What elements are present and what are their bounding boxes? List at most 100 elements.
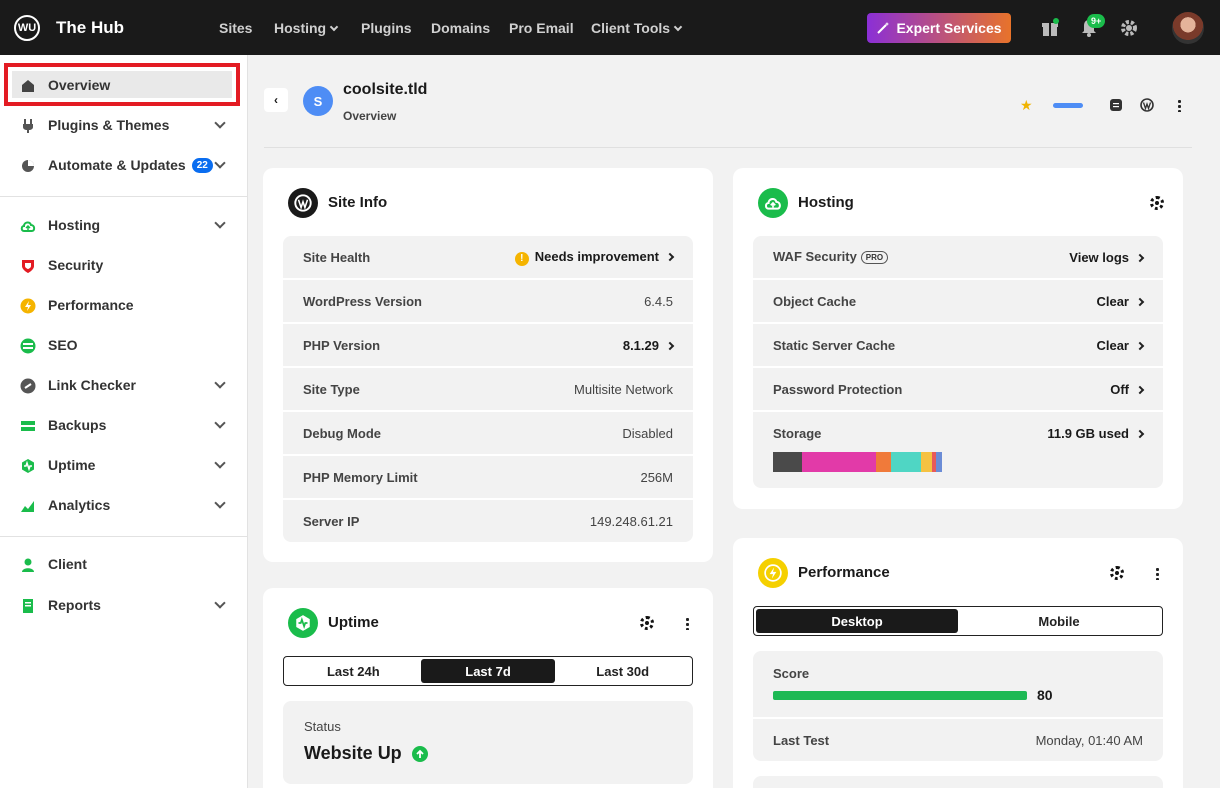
sidebar-item-performance[interactable]: Performance: [0, 287, 248, 323]
site-info-title: Site Info: [328, 194, 388, 211]
device-tabs: Desktop Mobile: [753, 606, 1163, 636]
plug-icon: [23, 119, 33, 133]
top-bar: WU The Hub Sites Hosting Plugins Domains…: [0, 0, 1220, 55]
chevron-down-icon[interactable]: [214, 157, 226, 169]
expert-services-button[interactable]: Expert Services: [867, 13, 1011, 43]
object-cache-row[interactable]: Object Cache Clear: [753, 280, 1163, 322]
more-options-icon[interactable]: [1178, 99, 1181, 112]
cloud-upload-icon: [20, 221, 36, 232]
php-memory-limit-row: PHP Memory Limit 256M: [283, 456, 693, 498]
site-health-row[interactable]: Site Health ! Needs improvement: [283, 236, 693, 278]
sidebar-item-analytics[interactable]: Analytics: [0, 487, 248, 523]
gift-icon[interactable]: [1040, 18, 1060, 38]
backup-server-icon: [21, 421, 35, 431]
storage-segment: [802, 452, 876, 472]
performance-title: Performance: [798, 564, 890, 581]
sidebar-item-seo[interactable]: SEO: [0, 327, 248, 363]
wordpress-icon: [288, 188, 318, 218]
nav-pro-email[interactable]: Pro Email: [509, 20, 574, 36]
chevron-down-icon[interactable]: [214, 377, 226, 389]
tab-last-24h[interactable]: Last 24h: [326, 663, 380, 679]
sidebar-item-hosting[interactable]: Hosting: [0, 207, 248, 243]
chevron-down-icon[interactable]: [214, 117, 226, 129]
sidebar-item-backups[interactable]: Backups: [0, 407, 248, 443]
cloud-upload-icon: [758, 188, 788, 218]
chevron-right-icon: [1135, 341, 1145, 350]
warning-icon: !: [514, 251, 529, 266]
sidebar-item-reports[interactable]: Reports: [0, 587, 248, 623]
status-pill: [1053, 103, 1083, 108]
tab-mobile[interactable]: Mobile: [1038, 613, 1080, 629]
storage-segment: [932, 452, 936, 472]
analytics-chart-icon: [21, 501, 34, 512]
static-server-cache-row[interactable]: Static Server Cache Clear: [753, 324, 1163, 366]
sidebar-item-uptime[interactable]: Uptime: [0, 447, 248, 483]
nav-plugins[interactable]: Plugins: [361, 20, 412, 36]
sidebar-item-plugins-themes[interactable]: Plugins & Themes: [0, 107, 248, 143]
user-avatar[interactable]: [1172, 12, 1204, 44]
chevron-down-icon[interactable]: [214, 457, 226, 469]
php-version-row[interactable]: PHP Version 8.1.29: [283, 324, 693, 366]
sidebar-item-automate-updates[interactable]: Automate & Updates 22: [0, 147, 248, 183]
status-label: Status: [304, 719, 341, 734]
wordpress-icon[interactable]: [1140, 98, 1154, 112]
chevron-down-icon: [329, 22, 339, 32]
sidebar-item-link-checker[interactable]: Link Checker: [0, 367, 248, 403]
next-section-box: [753, 776, 1163, 788]
uptime-pulse-icon: [22, 459, 34, 473]
favorite-star-icon[interactable]: ★: [1020, 97, 1033, 113]
storage-segment: [891, 452, 921, 472]
header-divider: [264, 147, 1192, 148]
link-icon: [20, 378, 36, 394]
arrow-up-circle-icon: [411, 745, 428, 762]
nav-sites[interactable]: Sites: [219, 20, 253, 36]
settings-gear-icon[interactable]: [1119, 18, 1139, 38]
brand-name[interactable]: The Hub: [56, 18, 124, 37]
sidebar-item-overview[interactable]: Overview: [0, 67, 248, 103]
tab-last-30d[interactable]: Last 30d: [596, 663, 650, 679]
waf-security-row[interactable]: WAF Security PRO View logs: [753, 236, 1163, 278]
server-ip-row: Server IP 149.248.61.21: [283, 500, 693, 542]
hub-logo-icon[interactable]: WU: [14, 15, 40, 41]
chevron-down-icon[interactable]: [214, 217, 226, 229]
tab-last-7d[interactable]: Last 7d: [420, 659, 556, 683]
hosting-settings-gear-icon[interactable]: [1150, 196, 1164, 210]
password-protection-row[interactable]: Password Protection Off: [753, 368, 1163, 410]
site-avatar: S: [303, 86, 333, 116]
chevron-right-icon: [665, 341, 675, 350]
storage-usage-bar: [773, 452, 942, 472]
chevron-right-icon: [1135, 429, 1145, 439]
nav-domains[interactable]: Domains: [431, 20, 491, 36]
performance-card: Performance Desktop Mobile Score 80 Last…: [733, 538, 1183, 788]
home-icon: [22, 80, 34, 92]
nav-client-tools[interactable]: Client Tools: [591, 20, 683, 36]
tab-desktop[interactable]: Desktop: [756, 609, 958, 633]
uptime-pulse-icon: [288, 608, 318, 638]
chevron-down-icon[interactable]: [214, 497, 226, 509]
performance-settings-gear-icon[interactable]: [1110, 566, 1124, 580]
chevron-down-icon[interactable]: [214, 417, 226, 429]
site-document-icon[interactable]: [1109, 98, 1123, 112]
score-progress-bar: [773, 691, 1027, 700]
status-value: Website Up: [304, 743, 428, 764]
storage-row[interactable]: Storage 11.9 GB used: [753, 412, 1163, 488]
shield-icon: [22, 260, 34, 273]
uptime-card: Uptime Last 24h Last 7d Last 30d Status …: [263, 588, 713, 788]
lightning-icon: [758, 558, 788, 588]
report-document-icon: [23, 599, 33, 613]
uptime-more-options-icon[interactable]: [686, 617, 689, 630]
back-button[interactable]: ‹: [264, 88, 288, 112]
chevron-down-icon: [673, 22, 683, 32]
chevron-right-icon: [665, 252, 675, 261]
storage-segment: [936, 452, 942, 472]
sidebar-item-security[interactable]: Security: [0, 247, 248, 283]
seo-icon: [20, 338, 36, 354]
nav-hosting[interactable]: Hosting: [274, 20, 339, 36]
performance-more-options-icon[interactable]: [1156, 567, 1159, 580]
wordpress-version-row: WordPress Version 6.4.5: [283, 280, 693, 322]
uptime-settings-gear-icon[interactable]: [640, 616, 654, 630]
sidebar-item-client[interactable]: Client: [0, 546, 248, 582]
chevron-down-icon[interactable]: [214, 597, 226, 609]
uptime-status-box: Status Website Up: [283, 701, 693, 784]
debug-mode-row: Debug Mode Disabled: [283, 412, 693, 454]
